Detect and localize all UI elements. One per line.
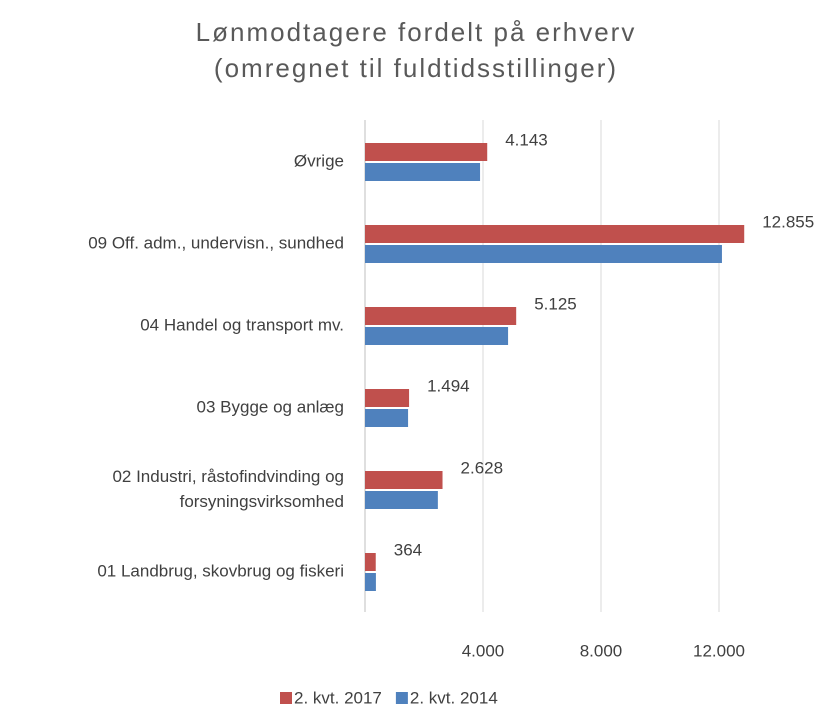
x-tick-label: 4.000	[462, 641, 505, 660]
legend-label: 2. kvt. 2014	[410, 688, 498, 707]
legend-swatch	[280, 692, 292, 704]
bar	[365, 409, 409, 427]
bar	[365, 573, 376, 591]
bar	[365, 553, 376, 571]
data-label: 4.143	[505, 130, 548, 149]
data-label: 12.855	[762, 212, 814, 231]
data-label: 1.494	[427, 376, 470, 395]
y-tick-label: 04 Handel og transport mv.	[140, 315, 344, 335]
x-tick-label: 8.000	[580, 641, 623, 660]
bar	[365, 307, 517, 325]
data-label: 5.125	[534, 294, 577, 313]
y-tick-label: 03 Bygge og anlæg	[196, 397, 344, 417]
bar	[365, 491, 438, 509]
legend-swatch	[395, 692, 408, 704]
y-tick-label: 01 Landbrug, skovbrug og fiskeri	[97, 561, 344, 581]
bar	[365, 143, 488, 161]
bar	[365, 225, 745, 243]
legend-label: 2. kvt. 2017	[294, 688, 382, 707]
bar	[365, 471, 443, 489]
y-tick-label: 02 Industri, råstofindvinding og forsyni…	[112, 467, 344, 511]
y-tick-label: Øvrige	[293, 151, 344, 171]
bar	[365, 327, 509, 345]
bar	[365, 245, 722, 263]
y-tick-label: 09 Off. adm., undervisn., sundhed	[88, 233, 344, 253]
x-tick-label: 12.000	[693, 641, 745, 660]
data-label: 364	[394, 540, 422, 559]
bar	[365, 389, 410, 407]
data-label: 2.628	[461, 458, 504, 477]
bar	[365, 163, 481, 181]
chart-title: Lønmodtagere fordelt på erhverv (omregne…	[195, 17, 637, 83]
